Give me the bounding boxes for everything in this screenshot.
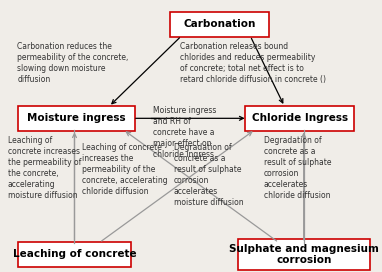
Text: Leaching of concrete
increases the
permeability of the
concrete, accelerating
ch: Leaching of concrete increases the perme… <box>82 143 168 196</box>
Text: Leaching of
concrete increases
the permeability of
the concrete,
accelerating
mo: Leaching of concrete increases the perme… <box>8 136 81 200</box>
FancyBboxPatch shape <box>18 242 131 267</box>
Text: Degradation of
concrete as a
result of sulphate
corrosion
accelerates
chloride d: Degradation of concrete as a result of s… <box>264 136 331 200</box>
Text: Leaching of concrete: Leaching of concrete <box>13 249 136 259</box>
FancyBboxPatch shape <box>245 106 354 131</box>
Text: Moisture ingress: Moisture ingress <box>27 113 126 123</box>
Text: Degradation of
concrete as a
result of sulphate
corrosion
accelerates
moisture d: Degradation of concrete as a result of s… <box>174 143 243 207</box>
Text: Carbonation releases bound
chlorides and reduces permeability
of concrete; total: Carbonation releases bound chlorides and… <box>180 42 325 85</box>
Text: Sulphate and magnesium
corrosion: Sulphate and magnesium corrosion <box>229 243 379 265</box>
FancyBboxPatch shape <box>170 11 269 37</box>
Text: Moisture ingress
and RH of
concrete have a
major effect on
chloride ingress: Moisture ingress and RH of concrete have… <box>153 106 216 159</box>
FancyBboxPatch shape <box>18 106 135 131</box>
Text: Carbonation reduces the
permeability of the concrete,
slowing down moisture
diff: Carbonation reduces the permeability of … <box>17 42 129 85</box>
FancyBboxPatch shape <box>238 239 370 270</box>
Text: Carbonation: Carbonation <box>183 20 256 29</box>
Text: Chloride Ingress: Chloride Ingress <box>252 113 348 123</box>
